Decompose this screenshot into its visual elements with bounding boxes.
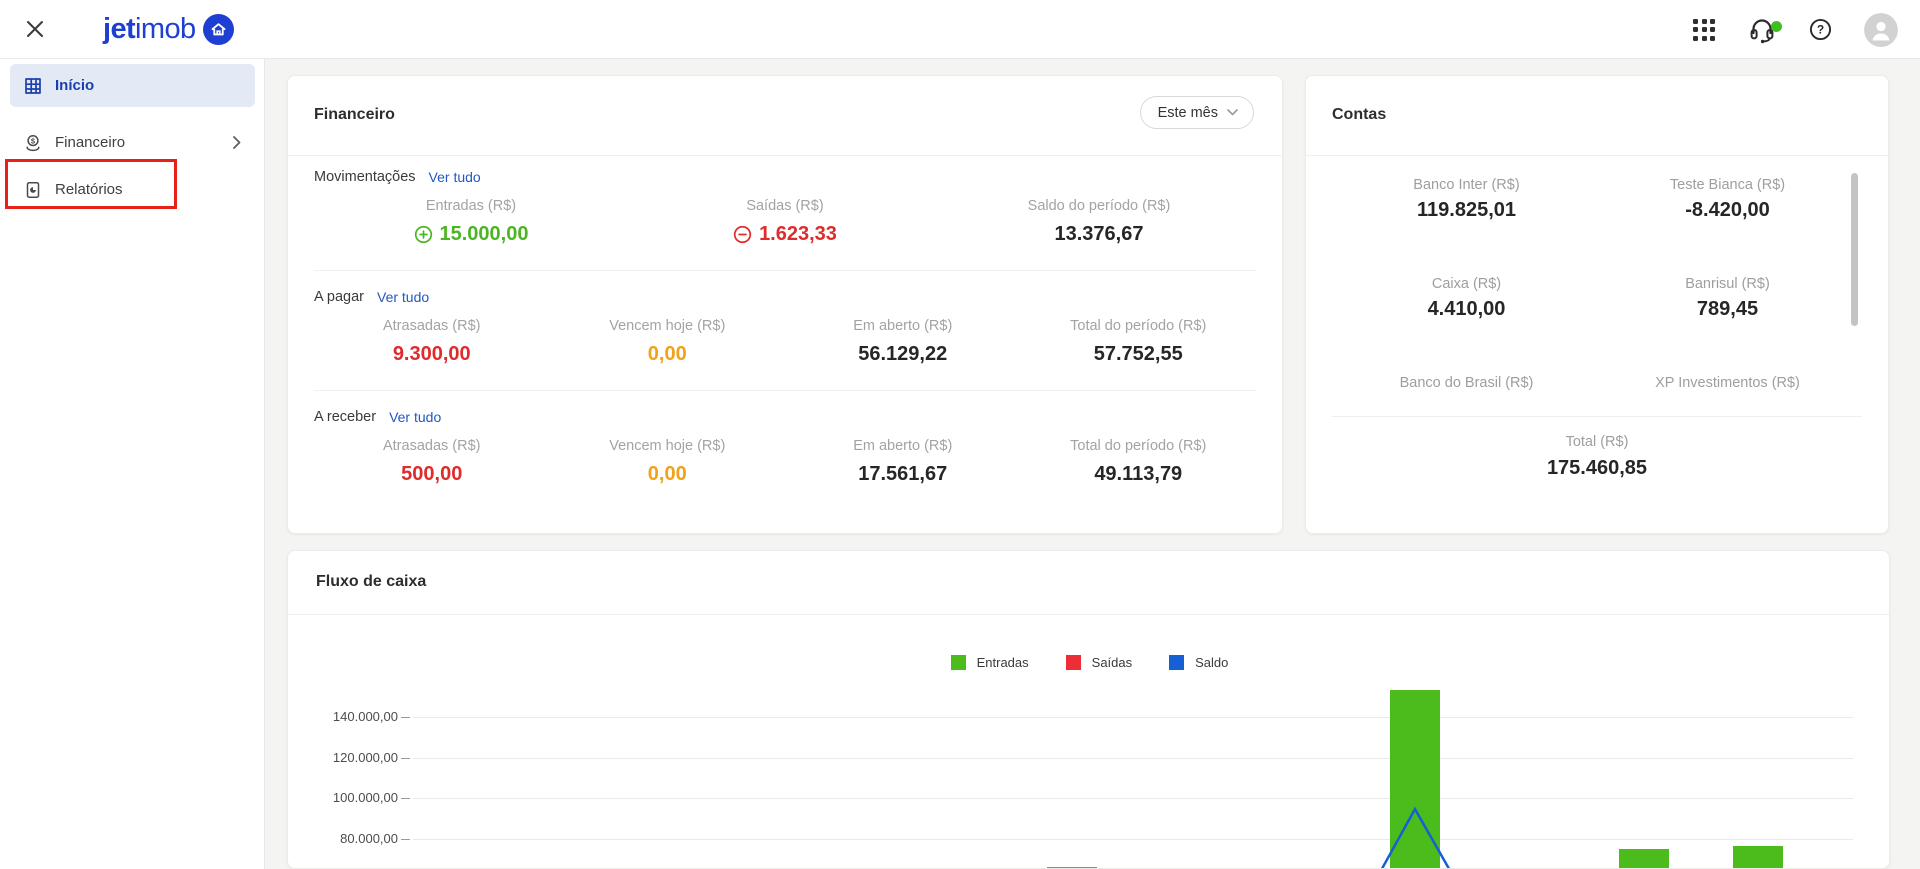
topbar: jetimob ?	[0, 0, 1920, 59]
grid-icon	[24, 77, 42, 95]
financeiro-card-header: Financeiro Este mês	[288, 76, 1282, 156]
accounts-list: Banco Inter (R$) 119.825,01 Teste Bianca…	[1306, 156, 1888, 416]
online-status-badge	[1771, 20, 1782, 32]
chevron-right-icon	[233, 136, 241, 149]
stat-saidas: Saídas (R$) 1.623,33	[628, 198, 942, 246]
sidebar-item-label: Financeiro	[55, 134, 126, 151]
finance-icon: $	[24, 134, 42, 152]
y-axis-tick-mark	[401, 838, 410, 840]
logo-text: jetimob	[103, 13, 196, 45]
chart-legend: Entradas Saídas Saldo	[288, 655, 1889, 670]
chevron-down-icon	[1227, 109, 1238, 116]
gridline	[413, 717, 1853, 718]
y-axis-tick-mark	[401, 798, 410, 799]
stat-total-periodo: Total do período (R$) 49.113,79	[1070, 438, 1207, 485]
y-axis-tick-label: 120.000,00	[332, 749, 398, 765]
legend-item-saldo[interactable]: Saldo	[1169, 655, 1228, 670]
apps-grid-icon[interactable]	[1693, 18, 1715, 41]
sidebar-item-label: Início	[55, 77, 95, 94]
y-axis-tick-label: 80.000,00	[340, 830, 398, 846]
jetimob-logo[interactable]: jetimob	[103, 0, 234, 59]
financeiro-card: Financeiro Este mês Movimentações Ver tu…	[287, 75, 1283, 534]
card-title: Contas	[1332, 106, 1387, 123]
stat-vencem-hoje: Vencem hoje (R$) 0,00	[609, 438, 726, 485]
divider	[1332, 416, 1862, 417]
y-axis-tick-mark	[401, 757, 410, 759]
stat-atrasadas: Atrasadas (R$) 9.300,00	[382, 318, 481, 365]
ver-tudo-link[interactable]: Ver tudo	[377, 289, 430, 305]
a-receber-section: A receber Ver tudo Atrasadas (R$) 500,00…	[314, 391, 1256, 510]
svg-text:?: ?	[1817, 23, 1824, 37]
period-selector-value: Este mês	[1157, 104, 1218, 121]
entradas-bar	[1619, 848, 1669, 868]
sidebar: Início $ Financeiro Relatórios	[0, 59, 265, 869]
ver-tudo-link[interactable]: Ver tudo	[389, 409, 442, 425]
stat-em-aberto: Em aberto (R$) 17.561,67	[853, 438, 953, 485]
card-title: Financeiro	[314, 106, 395, 123]
account-item: XP Investimentos (R$)	[1655, 375, 1800, 391]
contas-card-header: Contas	[1306, 76, 1888, 156]
gridline	[413, 798, 1853, 799]
period-selector[interactable]: Este mês	[1139, 96, 1254, 129]
close-icon[interactable]	[22, 17, 48, 43]
stat-vencem-hoje: Vencem hoje (R$) 0,00	[609, 318, 726, 365]
apps-grid-glyph	[1693, 18, 1715, 41]
svg-text:$: $	[31, 136, 36, 145]
entradas-swatch	[950, 655, 966, 670]
legend-item-entradas[interactable]: Entradas	[950, 655, 1029, 670]
minus-circle-icon	[733, 225, 752, 243]
section-label: A pagar	[314, 289, 364, 305]
user-avatar[interactable]	[1864, 12, 1898, 47]
legend-item-saidas[interactable]: Saídas	[1065, 655, 1132, 670]
account-item: Teste Bianca (R$) -8.420,00	[1669, 177, 1786, 221]
saldo-swatch	[1169, 655, 1185, 670]
stat-atrasadas: Atrasadas (R$) 500,00	[382, 438, 481, 485]
stat-saldo-periodo: Saldo do período (R$) 13.376,67	[1027, 198, 1171, 245]
movimentacoes-section: Movimentações Ver tudo Entradas (R$) 15.…	[314, 156, 1256, 271]
y-axis-tick-label: 100.000,00	[332, 790, 398, 805]
report-icon	[24, 181, 42, 199]
account-item: Banco do Brasil (R$)	[1399, 375, 1534, 391]
home-icon	[202, 14, 234, 45]
accounts-total: Total (R$) 175.460,85	[1546, 434, 1648, 479]
y-axis-tick-mark	[401, 717, 410, 718]
section-label: A receber	[314, 409, 377, 425]
gridline	[413, 757, 1853, 759]
entradas-bar	[1733, 845, 1783, 868]
stat-entradas: Entradas (R$) 15.000,00	[314, 198, 628, 246]
account-item: Banco Inter (R$) 119.825,01	[1413, 177, 1520, 221]
stat-total-periodo: Total do período (R$) 57.752,55	[1070, 318, 1207, 365]
support-headset-icon[interactable]	[1747, 15, 1782, 45]
account-item: Banrisul (R$) 789,45	[1685, 276, 1770, 320]
card-title: Fluxo de caixa	[316, 573, 427, 590]
accounts-scrollbar[interactable]	[1851, 173, 1858, 326]
sidebar-item-relatorios[interactable]: Relatórios	[10, 168, 255, 211]
help-icon[interactable]: ?	[1809, 18, 1832, 41]
fluxo-de-caixa-card: Fluxo de caixa Entradas Saídas Saldo 140…	[287, 550, 1890, 869]
entradas-bar	[1390, 690, 1440, 868]
sidebar-item-label: Relatórios	[55, 181, 123, 198]
y-axis-tick-label: 140.000,00	[332, 709, 398, 724]
stat-em-aberto: Em aberto (R$) 56.129,22	[853, 318, 953, 365]
plus-circle-icon	[414, 225, 432, 243]
ver-tudo-link[interactable]: Ver tudo	[428, 169, 481, 185]
gridline	[413, 838, 1853, 840]
topbar-actions: ?	[1693, 0, 1898, 59]
sidebar-item-inicio[interactable]: Início	[10, 64, 255, 107]
sidebar-item-financeiro[interactable]: $ Financeiro	[10, 121, 255, 164]
saidas-swatch	[1065, 655, 1081, 670]
fluxo-card-header: Fluxo de caixa	[288, 551, 1889, 615]
section-label: Movimentações	[314, 169, 416, 185]
a-pagar-section: A pagar Ver tudo Atrasadas (R$) 9.300,00…	[314, 271, 1256, 391]
contas-card: Contas Banco Inter (R$) 119.825,01 Teste…	[1305, 75, 1889, 534]
account-item: Caixa (R$) 4.410,00	[1427, 276, 1506, 320]
